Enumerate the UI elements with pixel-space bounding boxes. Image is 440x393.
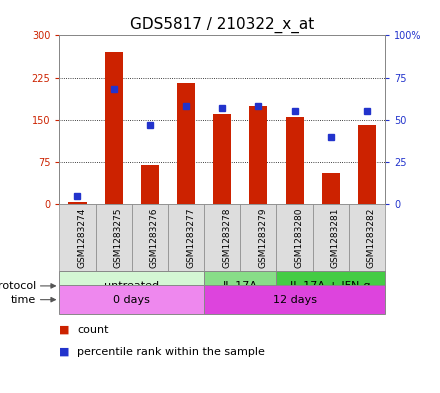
Text: untreated: untreated: [104, 281, 159, 291]
Text: count: count: [77, 325, 109, 335]
Text: GSM1283277: GSM1283277: [186, 208, 195, 268]
Text: GSM1283275: GSM1283275: [114, 208, 123, 268]
Text: ■: ■: [59, 347, 70, 357]
Bar: [313, 204, 349, 271]
Bar: [349, 204, 385, 271]
Text: IL-17A: IL-17A: [223, 281, 258, 291]
Bar: [168, 204, 204, 271]
Title: GDS5817 / 210322_x_at: GDS5817 / 210322_x_at: [130, 17, 314, 33]
Text: GSM1283281: GSM1283281: [331, 208, 340, 268]
Bar: [59, 285, 204, 314]
Bar: [240, 204, 276, 271]
Text: GSM1283280: GSM1283280: [294, 208, 304, 268]
Bar: [59, 271, 204, 301]
Bar: [69, 202, 87, 204]
Bar: [204, 285, 385, 314]
Text: 12 days: 12 days: [272, 295, 316, 305]
Text: IL-17A + IFN-g: IL-17A + IFN-g: [290, 281, 371, 291]
Bar: [204, 204, 240, 271]
Bar: [249, 106, 268, 204]
Text: time: time: [11, 295, 36, 305]
Bar: [213, 114, 231, 204]
Bar: [141, 165, 159, 204]
Text: GSM1283276: GSM1283276: [150, 208, 159, 268]
Bar: [358, 125, 376, 204]
Bar: [322, 173, 340, 204]
Bar: [204, 271, 276, 301]
Text: GSM1283279: GSM1283279: [258, 208, 268, 268]
Text: protocol: protocol: [0, 281, 36, 291]
Text: GSM1283278: GSM1283278: [222, 208, 231, 268]
Text: GSM1283282: GSM1283282: [367, 208, 376, 268]
Bar: [177, 83, 195, 204]
Bar: [276, 204, 313, 271]
Text: percentile rank within the sample: percentile rank within the sample: [77, 347, 265, 357]
Text: 0 days: 0 days: [114, 295, 150, 305]
Bar: [105, 52, 123, 204]
Text: GSM1283274: GSM1283274: [77, 208, 87, 268]
Bar: [59, 204, 95, 271]
Bar: [286, 117, 304, 204]
Text: ■: ■: [59, 325, 70, 335]
Bar: [132, 204, 168, 271]
Bar: [95, 204, 132, 271]
Bar: [276, 271, 385, 301]
